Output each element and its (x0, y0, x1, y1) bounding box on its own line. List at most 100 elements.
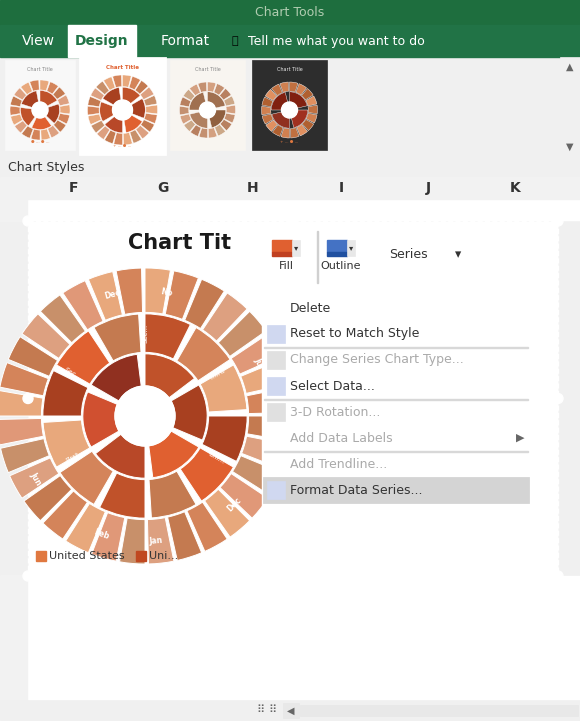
Text: Select Data...: Select Data... (290, 379, 375, 392)
Bar (267, 403, 285, 421)
Wedge shape (10, 115, 23, 125)
Wedge shape (63, 280, 103, 330)
Text: I: I (339, 181, 344, 195)
Wedge shape (220, 89, 231, 100)
Wedge shape (205, 490, 249, 537)
Wedge shape (124, 115, 142, 133)
Circle shape (176, 564, 184, 572)
Circle shape (113, 100, 132, 120)
Wedge shape (189, 92, 206, 110)
Wedge shape (224, 113, 235, 123)
Bar (267, 325, 285, 343)
Text: G: G (157, 181, 169, 195)
Wedge shape (41, 129, 50, 140)
Text: Jul: Jul (253, 356, 266, 370)
Wedge shape (10, 106, 20, 115)
Wedge shape (100, 102, 114, 121)
Bar (317, 231, 318, 283)
Wedge shape (289, 82, 298, 92)
Wedge shape (130, 130, 142, 143)
Wedge shape (209, 110, 226, 128)
Wedge shape (208, 128, 217, 138)
Text: Chart Styles: Chart Styles (8, 161, 84, 174)
Bar (0, 177, 28, 199)
Bar (5, 60, 75, 150)
Wedge shape (296, 84, 307, 95)
Wedge shape (104, 76, 115, 90)
Wedge shape (114, 133, 122, 145)
Wedge shape (218, 311, 266, 356)
Bar (68, 25, 136, 57)
Text: Uni...: Uni... (149, 551, 178, 561)
Circle shape (297, 412, 305, 420)
Text: H: H (247, 181, 259, 195)
Wedge shape (190, 125, 201, 136)
Wedge shape (21, 91, 38, 107)
Wedge shape (14, 121, 27, 133)
Text: Add Data Labels: Add Data Labels (290, 431, 393, 445)
Wedge shape (220, 474, 268, 518)
Bar (264, 347, 528, 348)
Text: ⠿: ⠿ (256, 706, 264, 715)
Wedge shape (272, 112, 289, 128)
Wedge shape (290, 128, 299, 138)
Circle shape (176, 260, 184, 268)
Text: Uni...: Uni... (207, 450, 226, 464)
Bar (252, 60, 327, 150)
Wedge shape (57, 331, 110, 384)
Wedge shape (122, 75, 131, 87)
Text: ▲: ▲ (566, 62, 574, 72)
Text: + ... ● ...: + ... ● ... (280, 140, 299, 144)
Wedge shape (241, 359, 289, 394)
Wedge shape (145, 314, 190, 359)
Bar (370, 242, 470, 268)
Wedge shape (10, 96, 22, 107)
Text: J: J (426, 181, 431, 195)
Wedge shape (30, 80, 39, 91)
Wedge shape (129, 76, 140, 90)
Bar (0, 157, 580, 177)
Text: View: View (21, 34, 55, 48)
Circle shape (23, 216, 33, 226)
Wedge shape (46, 104, 60, 123)
Wedge shape (179, 106, 189, 115)
Wedge shape (281, 128, 289, 138)
Text: ⠿: ⠿ (268, 706, 276, 715)
Wedge shape (231, 334, 280, 374)
Bar (267, 351, 285, 369)
Bar (208, 177, 298, 199)
Text: Fill: Fill (278, 261, 293, 271)
Circle shape (288, 571, 298, 581)
Wedge shape (149, 471, 196, 518)
Wedge shape (280, 82, 289, 92)
Wedge shape (60, 451, 113, 505)
Wedge shape (200, 365, 247, 412)
Wedge shape (88, 97, 101, 107)
Wedge shape (289, 92, 307, 108)
Wedge shape (88, 114, 101, 125)
Wedge shape (199, 128, 208, 138)
Bar (264, 399, 528, 400)
Text: Chart Title: Chart Title (27, 67, 53, 72)
Text: Tell me what you want to do: Tell me what you want to do (248, 35, 425, 48)
Wedge shape (10, 458, 59, 498)
Wedge shape (105, 116, 122, 133)
Bar (300, 705, 578, 716)
Wedge shape (266, 120, 277, 131)
Wedge shape (88, 272, 122, 320)
Text: ▼: ▼ (566, 142, 574, 152)
Bar (347, 240, 355, 256)
Circle shape (281, 345, 289, 353)
Text: Outline: Outline (321, 261, 361, 271)
Circle shape (23, 394, 33, 404)
Wedge shape (43, 420, 90, 467)
Text: ▾: ▾ (455, 249, 461, 262)
Bar (28, 177, 118, 199)
Wedge shape (88, 106, 99, 115)
Text: Third: Third (208, 368, 226, 381)
Wedge shape (184, 279, 224, 329)
Text: + ... ● ...: + ... ● ... (113, 144, 132, 148)
Text: Sec...: Sec... (63, 367, 83, 382)
Bar (267, 377, 285, 395)
Wedge shape (187, 502, 227, 552)
